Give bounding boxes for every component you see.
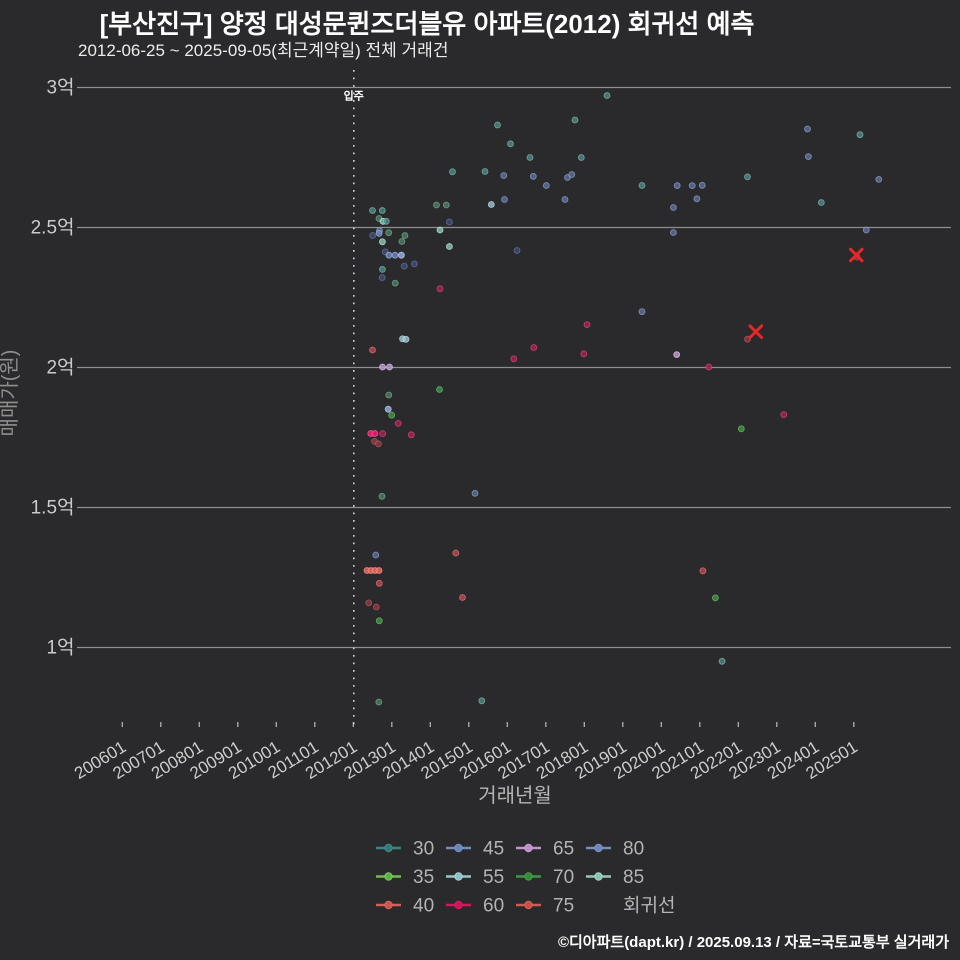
- svg-text:거래년월: 거래년월: [478, 784, 552, 807]
- svg-text:2.5억: 2.5억: [31, 217, 75, 239]
- svg-text:©디아파트(dapt.kr) / 2025.09.13 /: ©디아파트(dapt.kr) / 2025.09.13 / 자료=국토교통부 실…: [558, 934, 949, 951]
- svg-text:회귀선: 회귀선: [623, 895, 675, 917]
- svg-text:65: 65: [553, 839, 574, 860]
- svg-text:75: 75: [553, 896, 574, 917]
- svg-text:80: 80: [623, 839, 644, 860]
- svg-text:55: 55: [483, 867, 504, 888]
- svg-text:60: 60: [483, 896, 504, 917]
- svg-text:45: 45: [483, 839, 504, 860]
- svg-text:40: 40: [413, 896, 434, 917]
- svg-text:70: 70: [553, 867, 574, 888]
- svg-text:매매가(원): 매매가(원): [0, 350, 21, 437]
- svg-text:3억: 3억: [46, 77, 74, 99]
- svg-text:35: 35: [413, 867, 434, 888]
- svg-text:입주: 입주: [344, 90, 364, 103]
- svg-text:1억: 1억: [46, 637, 74, 659]
- svg-text:1.5억: 1.5억: [31, 497, 75, 519]
- svg-text:85: 85: [623, 867, 644, 888]
- svg-text:2012-06-25 ~ 2025-09-05(최근계약일): 2012-06-25 ~ 2025-09-05(최근계약일) 전체 거래건: [78, 41, 448, 60]
- svg-text:30: 30: [413, 839, 434, 860]
- svg-text:2억: 2억: [46, 357, 74, 379]
- svg-text:[부산진구] 양정 대성문퀸즈더블유 아파트(2012) 회: [부산진구] 양정 대성문퀸즈더블유 아파트(2012) 회귀선 예측: [100, 9, 755, 39]
